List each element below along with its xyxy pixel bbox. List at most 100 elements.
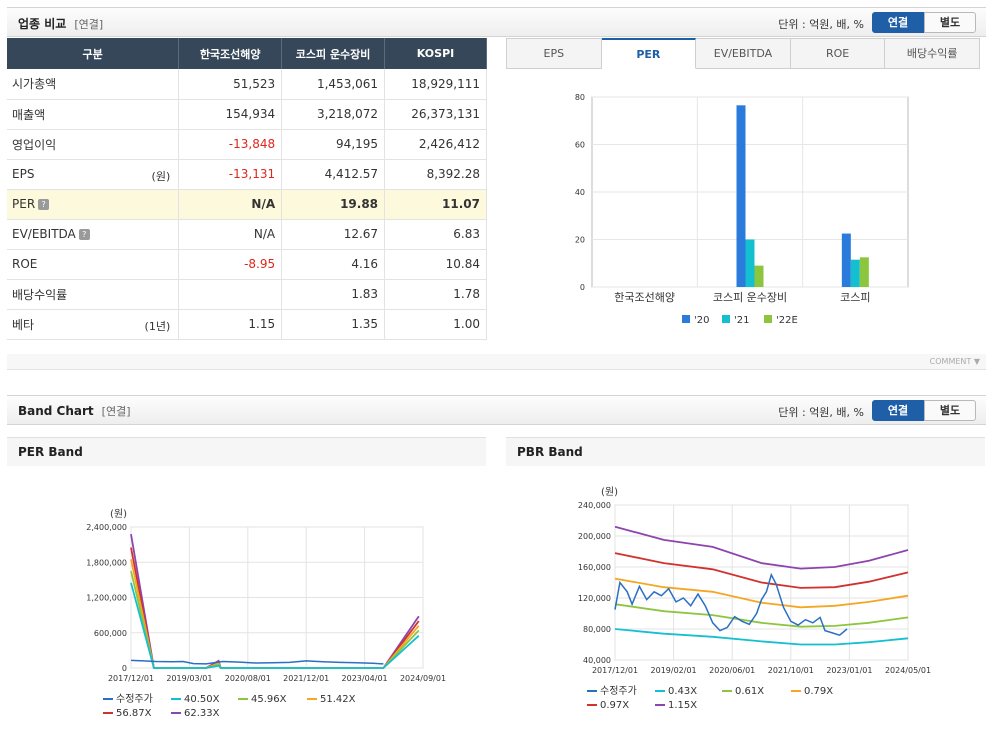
bar-1-2 [754,265,764,287]
band-consolidated-toggle[interactable]: 연결 별도 [872,400,976,421]
table-row: 영업이익 -13,848 94,195 2,426,412 [7,129,487,160]
row-label: 베타 (1년) [7,309,180,340]
table-cell: 1.78 [384,279,487,310]
row-label: ROE [7,249,180,280]
x-tick-label: 2020/08/01 [225,674,271,683]
pbr-band-chart: 40,000 80,000 120,000 160,000 200,000 240,000… [578,486,931,711]
x-tick-label: 2017/12/01 [592,666,638,675]
y-tick-label: 120,000 [578,594,611,603]
help-icon[interactable]: ? [78,229,90,240]
table-cell: 1.83 [281,279,386,310]
table-row: ROE -8.95 4.16 10.84 [7,249,487,280]
per-band-panel: PER Band 0 600,000 1,200,000 1,800,000 2,400… [7,437,486,737]
y-tick-label: 0 [580,283,585,292]
table-row: EPS (원) -13,131 4,412.57 8,392.28 [7,159,487,190]
per-band-title: PER Band [7,438,486,466]
y-tick-label: 80,000 [583,625,611,634]
row-label: 시가총액 [7,69,180,100]
legend-label: 51.42X [320,694,356,705]
row-label-text: 영업이익 [12,137,57,152]
table-cell: 4.16 [281,249,386,280]
x-tick-label: 2020/06/01 [709,666,755,675]
column-header: 한국조선해양 [178,38,283,69]
row-label-text: EPS [12,167,35,181]
toggle-consolidated[interactable]: 연결 [872,400,924,421]
x-tick-label: 2023/04/01 [342,674,388,683]
pbr-band-title: PBR Band [506,438,985,466]
y-tick-label: 240,000 [578,501,611,510]
legend-label: 45.96X [251,694,287,705]
x-tick-label: 2019/03/01 [166,674,212,683]
metric-tabs: EPS PER EV/EBITDA ROE 배당수익률 [506,38,980,69]
x-tick-label: 2021/10/01 [768,666,814,675]
toggle-separate[interactable]: 별도 [924,400,976,421]
table-cell: -8.95 [178,249,283,280]
legend-label: 40.50X [184,694,220,705]
legend-label: 1.15X [668,700,697,711]
legend-swatch [722,315,730,323]
x-tick-label: 2017/12/01 [108,674,154,683]
row-label: PER? [7,189,180,220]
chevron-down-icon: ▼ [973,357,980,366]
comment-label: COMMENT [929,357,972,366]
legend-label: 62.33X [184,708,220,719]
y-tick-label: 40,000 [583,656,611,665]
row-label-text: 시가총액 [12,77,57,92]
bar-2-2 [859,257,869,287]
tab-3[interactable]: ROE [790,38,886,69]
series-line-1 [614,628,909,646]
tab-1[interactable]: PER [601,38,697,69]
table-cell: 94,195 [281,129,386,160]
x-tick-label: 2024/05/01 [885,666,931,675]
tab-4[interactable]: 배당수익률 [885,38,980,69]
legend-label: '21 [734,315,749,326]
tab-0[interactable]: EPS [506,38,602,69]
comment-toggle[interactable]: COMMENT ▼ [930,357,980,366]
y-tick-label: 160,000 [578,563,611,572]
row-unit: (원) [151,169,171,183]
bar-2-0 [841,233,851,287]
table-cell: N/A [178,219,283,250]
x-tick-label: 2023/01/01 [826,666,872,675]
legend-label: 0.79X [804,686,833,697]
x-tick-label: 한국조선해양 [614,290,675,304]
series-line-4 [614,552,909,589]
column-header: KOSPI [384,38,487,69]
series-line-1 [130,582,420,669]
toggle-consolidated[interactable]: 연결 [872,12,924,33]
x-tick-label: 코스피 [840,291,870,304]
table-cell: 19.88 [281,189,386,220]
legend-label: 56.87X [116,708,152,719]
consolidated-toggle[interactable]: 연결 별도 [872,12,976,33]
row-label-text: 매출액 [12,107,46,122]
row-label: EPS (원) [7,159,180,190]
table-cell: 8,392.28 [384,159,487,190]
y-tick-label: 0 [122,664,127,673]
y-tick-label: 40 [575,188,585,197]
table-cell: 18,929,111 [384,69,487,100]
table-cell: 26,373,131 [384,99,487,130]
toggle-separate[interactable]: 별도 [924,12,976,33]
legend-label: 수정주가 [116,693,153,705]
legend-label: 0.97X [600,700,629,711]
y-tick-label: 20 [575,236,585,245]
row-unit: (1년) [144,319,171,333]
y-axis-label: (원) [601,486,618,498]
tab-2[interactable]: EV/EBITDA [696,38,791,69]
row-label: 영업이익 [7,129,180,160]
table-cell: 154,934 [178,99,283,130]
y-tick-label: 80 [575,93,585,102]
legend-label: '22E [776,315,798,326]
legend-swatch [764,315,772,323]
help-icon[interactable]: ? [38,199,50,210]
row-label: 매출액 [7,99,180,130]
legend-label: '20 [694,315,709,326]
series-line-3 [614,577,909,609]
row-label: EV/EBITDA? [7,219,180,250]
y-tick-label: 200,000 [578,532,611,541]
series-line-2 [614,603,909,628]
table-cell: -13,848 [178,129,283,160]
row-label-text: 베타 [12,317,35,332]
table-cell: 1.00 [384,309,487,340]
legend-swatch [682,315,690,323]
